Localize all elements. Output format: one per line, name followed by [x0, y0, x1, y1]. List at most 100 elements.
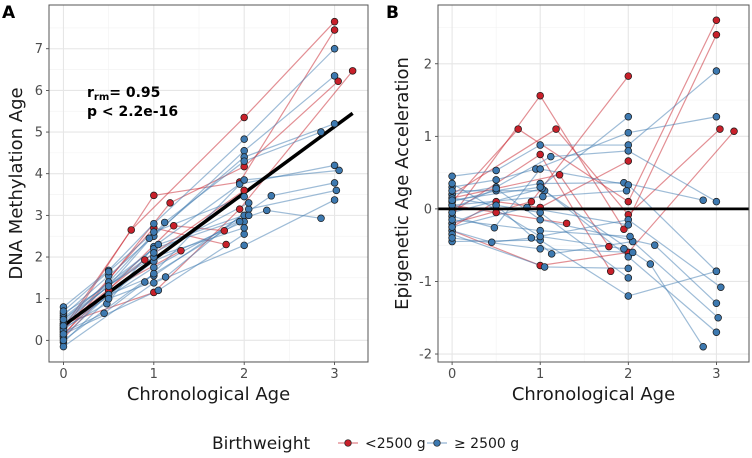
data-point	[536, 150, 544, 159]
data-point	[240, 224, 248, 232]
data-point	[624, 221, 633, 229]
data-point	[712, 112, 721, 121]
y-tick-label: 1	[424, 130, 432, 145]
x-tick-label: 0	[448, 367, 456, 382]
data-point	[177, 247, 185, 255]
y-tick-label: 0	[424, 202, 432, 217]
data-point	[150, 219, 158, 228]
y-tick-label: 2	[424, 57, 432, 72]
data-point	[263, 206, 271, 215]
legend-key-point-normal	[433, 439, 441, 447]
data-point	[169, 222, 178, 230]
data-point	[717, 283, 725, 292]
subject-trajectory-line	[63, 196, 245, 312]
data-point	[620, 225, 628, 233]
data-point	[527, 197, 536, 206]
data-point	[348, 67, 357, 75]
data-point	[540, 263, 549, 271]
data-point	[536, 232, 544, 241]
data-point	[448, 172, 456, 180]
data-point	[514, 125, 522, 133]
panel-label: B	[386, 3, 399, 23]
data-point	[646, 260, 655, 268]
data-point	[492, 184, 500, 193]
x-tick-label: 1	[150, 367, 158, 382]
y-tick-label: -1	[419, 275, 432, 290]
data-point	[536, 91, 544, 100]
subject-trajectory-line	[451, 34, 717, 231]
data-point	[527, 234, 536, 242]
data-point	[154, 286, 163, 295]
data-point	[622, 187, 631, 195]
panel-b: 0 1 2 3 -2 -1 0 1 2 B Chronological Age Epigenetic …	[386, 3, 750, 405]
data-point	[539, 192, 547, 201]
subject-trajectory-line	[451, 182, 704, 203]
data-point	[59, 342, 68, 351]
data-point	[699, 343, 707, 351]
data-point	[244, 199, 253, 207]
data-point	[624, 292, 633, 300]
subject-trajectory-line	[62, 29, 336, 333]
data-point	[448, 187, 456, 195]
data-point	[59, 307, 68, 315]
data-point	[536, 216, 544, 224]
data-point	[492, 166, 500, 175]
data-point	[626, 232, 634, 241]
data-point	[624, 128, 633, 137]
r-value: = 0.95	[109, 85, 160, 101]
data-point	[317, 214, 325, 223]
data-point	[536, 141, 544, 149]
y-tick-label: 5	[35, 126, 43, 141]
panel-a: 0 1 2 3 0 1 2 3 4 5 6 7 A Chronological Age DNA Methyl…	[2, 3, 369, 405]
data-point	[624, 72, 633, 80]
y-axis-title: Epigenetic Age Acceleration	[392, 57, 413, 310]
data-point	[650, 241, 659, 249]
data-point	[624, 264, 633, 273]
data-point	[59, 336, 68, 345]
data-point	[712, 328, 721, 337]
data-point	[624, 147, 633, 155]
subject-trajectory-line	[451, 128, 721, 216]
data-point	[240, 176, 248, 184]
data-point	[448, 223, 456, 231]
data-point	[150, 191, 158, 200]
x-tick-label: 1	[536, 367, 544, 382]
data-point	[714, 313, 722, 322]
data-point	[330, 119, 339, 128]
data-point	[332, 186, 341, 195]
data-point	[150, 269, 158, 278]
data-point	[59, 330, 68, 338]
data-point	[166, 199, 174, 207]
subject-trajectory-line	[451, 130, 735, 267]
data-point	[492, 176, 500, 184]
data-point	[716, 125, 724, 133]
data-point	[317, 128, 325, 136]
data-point	[448, 234, 456, 242]
data-point	[330, 179, 339, 187]
data-point	[104, 267, 113, 276]
data-point	[547, 152, 555, 161]
y-tick-label: 6	[35, 84, 43, 99]
data-point	[487, 238, 496, 247]
data-point	[240, 147, 248, 155]
data-point	[330, 196, 339, 204]
data-point	[145, 234, 154, 243]
data-point	[624, 253, 633, 261]
data-point	[547, 250, 556, 258]
data-point	[562, 219, 571, 228]
data-point	[127, 226, 135, 234]
data-point	[624, 197, 633, 206]
data-point	[150, 279, 158, 287]
legend-label-low: <2500 g	[365, 436, 426, 452]
y-tick-label: 2	[35, 251, 43, 266]
data-point	[624, 157, 633, 165]
subject-trajectory-line	[451, 19, 717, 203]
data-point	[330, 17, 339, 26]
data-point	[536, 245, 544, 253]
x-axis-title: Chronological Age	[127, 384, 290, 405]
data-point	[59, 315, 68, 324]
data-point	[240, 113, 248, 122]
data-point	[536, 183, 544, 191]
data-point	[160, 218, 169, 227]
